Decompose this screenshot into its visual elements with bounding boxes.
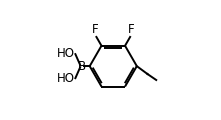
Text: B: B [78, 60, 86, 73]
Text: F: F [128, 23, 134, 36]
Text: HO: HO [57, 47, 75, 60]
Text: HO: HO [57, 72, 75, 85]
Text: F: F [92, 23, 99, 36]
